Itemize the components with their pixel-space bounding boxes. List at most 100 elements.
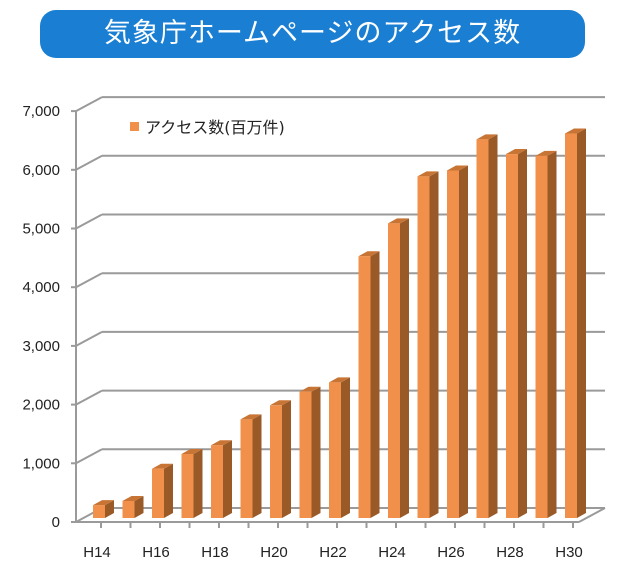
bar-side bbox=[193, 449, 203, 518]
bar-H18 bbox=[211, 440, 232, 518]
bar-H21 bbox=[299, 386, 321, 518]
bar-side bbox=[547, 150, 557, 519]
bar-front bbox=[152, 468, 164, 518]
bar-front bbox=[358, 256, 371, 518]
bar-side bbox=[252, 414, 262, 518]
y-tick-label: 3,000 bbox=[22, 338, 60, 355]
bar-top bbox=[270, 400, 291, 406]
x-tick-label: H24 bbox=[378, 544, 406, 561]
bar-H26 bbox=[447, 165, 468, 518]
bar-front bbox=[299, 391, 312, 518]
y-tick-label: 2,000 bbox=[22, 397, 60, 414]
bar-side bbox=[341, 377, 350, 518]
x-tick-label: H18 bbox=[201, 544, 229, 561]
y-tick-label: 0 bbox=[52, 514, 60, 531]
bar-H24 bbox=[388, 218, 409, 519]
legend: アクセス数(百万件) bbox=[130, 118, 285, 137]
bar-H23 bbox=[358, 251, 380, 518]
bar-side bbox=[164, 463, 173, 518]
gridline-diagonal bbox=[75, 448, 103, 465]
bar-front bbox=[240, 419, 253, 518]
bars bbox=[93, 128, 586, 519]
y-tick-label: 4,000 bbox=[22, 279, 60, 296]
x-tick-label: H16 bbox=[142, 544, 170, 561]
x-tick-label: H20 bbox=[260, 544, 288, 561]
bar-front bbox=[122, 500, 135, 518]
bar-side bbox=[105, 500, 114, 518]
axes: 0 1,000 2,000 3,000 4,000 5,000 6,000 7,000 H14 H… bbox=[22, 103, 606, 561]
bar-front bbox=[181, 454, 194, 518]
bar-side bbox=[311, 386, 321, 518]
bar-top bbox=[388, 218, 409, 224]
bar-front bbox=[388, 223, 400, 519]
legend-label: アクセス数(百万件) bbox=[145, 118, 285, 137]
bar-H22 bbox=[329, 377, 350, 518]
bar-top bbox=[565, 128, 586, 134]
x-tick-label: H26 bbox=[437, 544, 465, 561]
gridline-diagonal bbox=[75, 213, 103, 230]
bar-side bbox=[223, 440, 232, 518]
bar-top bbox=[211, 440, 232, 446]
bar-side bbox=[577, 128, 586, 518]
bar-side bbox=[370, 251, 380, 518]
bar-side bbox=[429, 171, 439, 518]
x-tick-label: H30 bbox=[555, 544, 583, 561]
bar-front bbox=[535, 155, 548, 519]
y-tick-label: 5,000 bbox=[22, 221, 60, 238]
bar-front bbox=[476, 139, 489, 518]
bar-top bbox=[329, 377, 350, 383]
bar-front bbox=[270, 405, 282, 518]
bar-H16 bbox=[152, 463, 173, 518]
bar-top bbox=[93, 500, 114, 506]
bar-front bbox=[329, 382, 341, 518]
bar-side bbox=[459, 165, 468, 518]
floor-edge bbox=[578, 507, 606, 523]
bar-front bbox=[211, 445, 223, 518]
bar-side bbox=[518, 149, 527, 518]
bar-H15 bbox=[122, 495, 144, 518]
bar-side bbox=[134, 495, 144, 518]
x-tick-label: H28 bbox=[496, 544, 524, 561]
legend-swatch bbox=[130, 122, 139, 131]
y-tick-label: 6,000 bbox=[22, 162, 60, 179]
bar-top bbox=[535, 150, 557, 156]
bar-top bbox=[122, 495, 144, 501]
bar-top bbox=[152, 463, 173, 469]
bar-top bbox=[181, 449, 203, 455]
bar-H27 bbox=[476, 134, 498, 518]
bar-H17 bbox=[181, 449, 203, 518]
bar-front bbox=[447, 170, 459, 518]
bar-H20 bbox=[270, 400, 291, 518]
bar-H30 bbox=[565, 128, 586, 518]
y-tick-label: 7,000 bbox=[22, 103, 60, 120]
gridline-diagonal bbox=[75, 389, 103, 406]
bar-H14 bbox=[93, 500, 114, 518]
bar-front bbox=[565, 133, 577, 518]
bar-top bbox=[476, 134, 498, 140]
bar-top bbox=[417, 171, 439, 177]
bar-top bbox=[506, 149, 527, 155]
x-tick-label: H14 bbox=[83, 544, 111, 561]
bar-H19 bbox=[240, 414, 262, 518]
bar-side bbox=[488, 134, 498, 518]
bar-side bbox=[400, 218, 409, 519]
gridline-diagonal bbox=[75, 331, 103, 347]
bar-top bbox=[299, 386, 321, 392]
gridline-diagonal bbox=[75, 96, 103, 112]
x-tick-label: H22 bbox=[319, 544, 347, 561]
bar-front bbox=[506, 154, 518, 518]
bar-top bbox=[240, 414, 262, 420]
gridline-diagonal bbox=[75, 154, 103, 171]
chart-title: 気象庁ホームページのアクセス数 bbox=[40, 10, 585, 58]
bar-front bbox=[93, 505, 105, 518]
bar-top bbox=[447, 165, 468, 171]
bar-H28 bbox=[506, 149, 527, 518]
bar-H25 bbox=[417, 171, 439, 518]
bar-side bbox=[282, 400, 291, 518]
gridline-diagonal bbox=[75, 272, 103, 289]
y-tick-label: 1,000 bbox=[22, 455, 60, 472]
bar-front bbox=[417, 176, 430, 518]
bar-top bbox=[358, 251, 380, 257]
bar-H29 bbox=[535, 150, 557, 519]
